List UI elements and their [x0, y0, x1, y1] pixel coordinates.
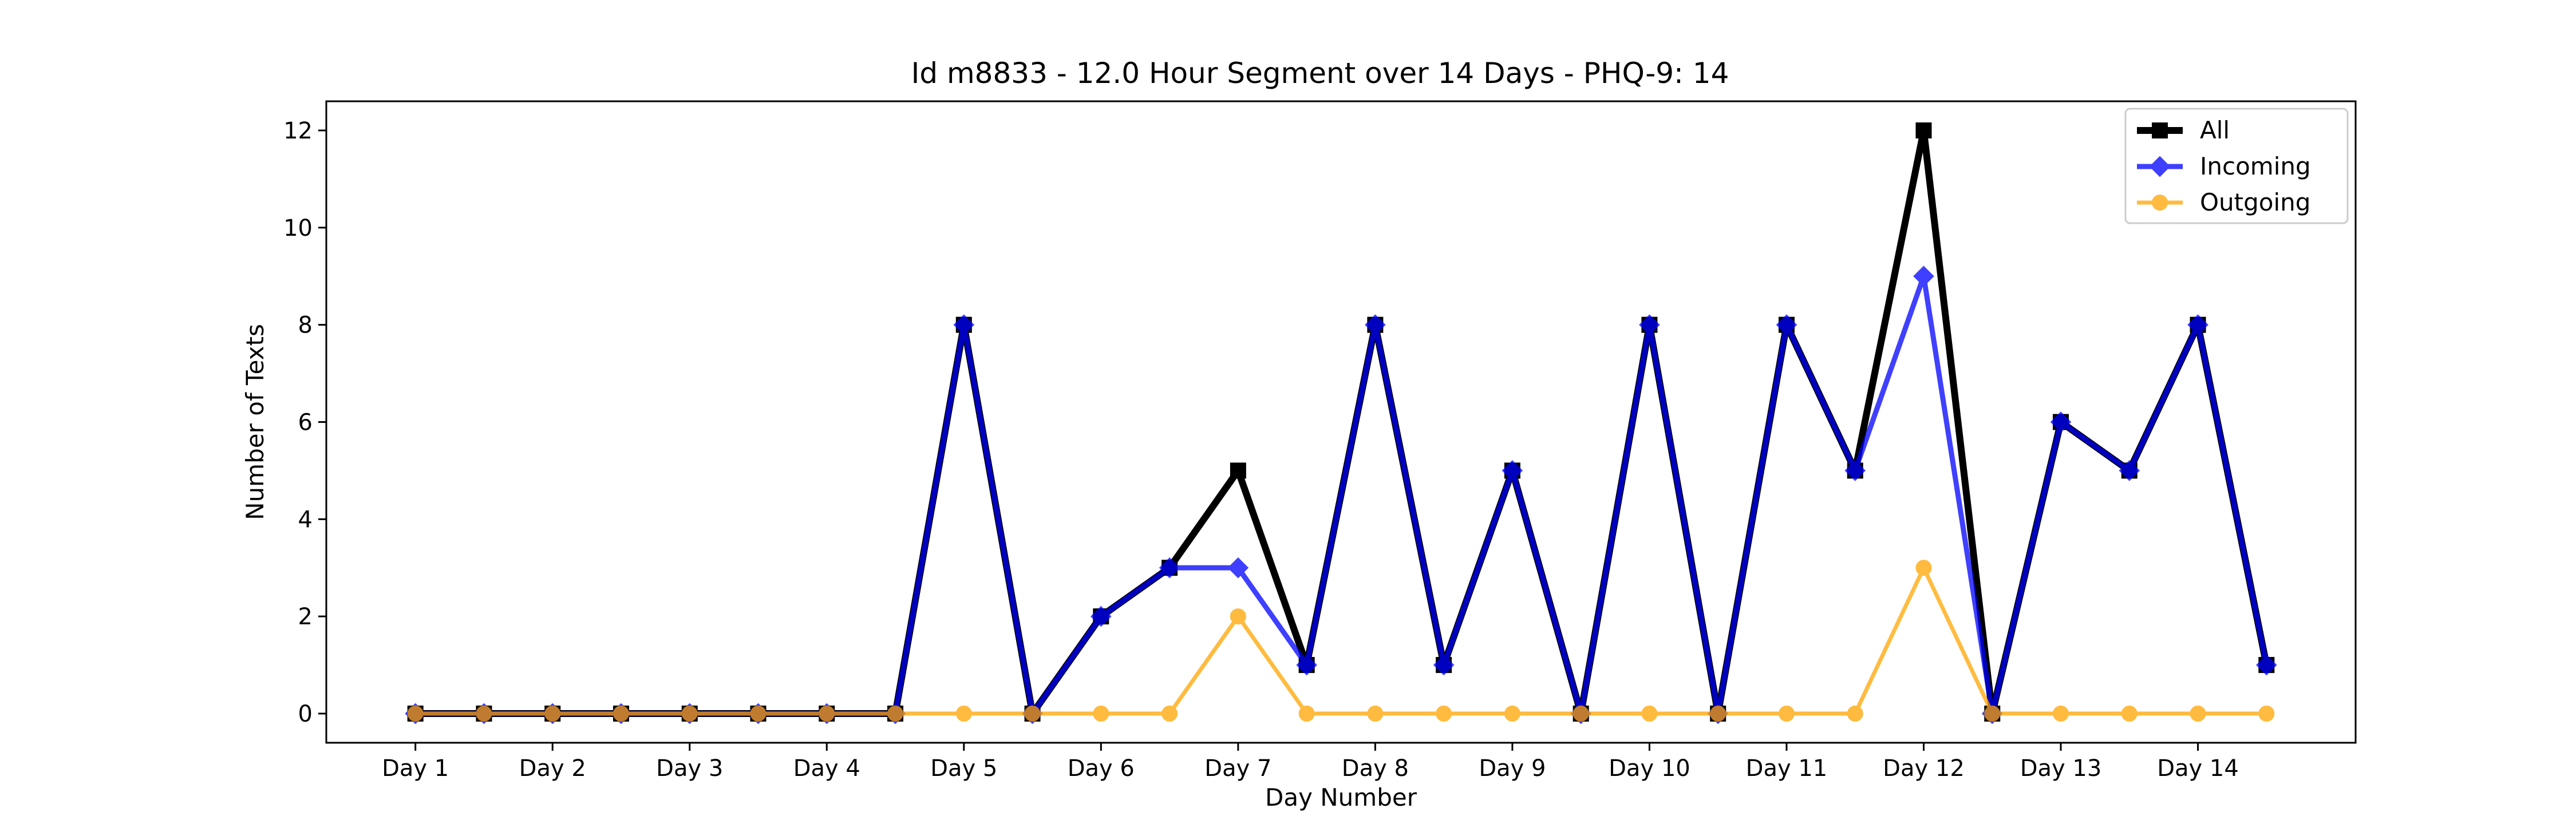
y-tick-label: 2 — [298, 604, 313, 630]
y-tick-label: 8 — [298, 312, 313, 339]
data-point-outgoing — [1778, 706, 1795, 722]
data-point-outgoing — [1847, 706, 1863, 722]
data-point-incoming — [1776, 314, 1797, 335]
x-tick-label: Day 6 — [1068, 755, 1135, 782]
x-tick-label: Day 3 — [656, 755, 723, 782]
legend-marker — [2149, 156, 2171, 177]
data-point-outgoing — [1641, 706, 1658, 722]
data-point-outgoing — [1367, 706, 1384, 722]
data-point-incoming — [1433, 654, 1455, 676]
legend-box — [2124, 108, 2349, 224]
x-tick-label: Day 12 — [1883, 755, 1965, 782]
data-point-outgoing — [1984, 706, 2001, 722]
data-point-incoming — [953, 314, 975, 335]
data-point-outgoing — [1915, 560, 1932, 576]
data-point-incoming — [1091, 605, 1112, 627]
series-outgoing — [407, 560, 2275, 722]
y-axis-ticks: 0 2 4 6 8 10 12 — [283, 118, 326, 727]
series-line-all — [415, 126, 2270, 718]
series-all — [407, 122, 2275, 722]
series-layer — [405, 122, 2277, 724]
data-point-outgoing — [887, 706, 904, 722]
plot-frame — [325, 100, 2357, 744]
data-point-outgoing — [2121, 706, 2138, 722]
legend-label: Outgoing — [2200, 188, 2310, 216]
x-tick-label: Day 5 — [930, 755, 997, 782]
series-line-incoming — [415, 274, 2269, 716]
data-point-outgoing — [2190, 706, 2206, 722]
data-point-incoming — [1844, 460, 1866, 481]
data-point-incoming — [2119, 460, 2140, 481]
data-point-outgoing — [1710, 706, 1726, 722]
x-tick-label: Day 2 — [519, 755, 586, 782]
x-tick-label: Day 1 — [382, 755, 449, 782]
chart-title: Id m8833 - 12.0 Hour Segment over 14 Day… — [911, 57, 1729, 90]
y-tick-label: 6 — [298, 410, 313, 436]
x-tick-label: Day 14 — [2157, 755, 2239, 782]
data-point-outgoing — [750, 706, 767, 722]
data-point-incoming — [1913, 266, 1934, 287]
data-point-outgoing — [1436, 706, 1452, 722]
legend: All Incoming Outgoing — [2124, 108, 2349, 224]
data-point-incoming — [1639, 314, 1660, 335]
legend-entry — [2137, 156, 2183, 177]
legend-entry — [2137, 195, 2183, 211]
x-tick-label: Day 13 — [2020, 755, 2102, 782]
data-point-incoming — [1227, 557, 1249, 579]
data-point-incoming — [1365, 314, 1386, 335]
data-point-outgoing — [1504, 706, 1520, 722]
data-point-outgoing — [2258, 706, 2275, 722]
legend-marker — [2152, 122, 2168, 138]
data-point-incoming — [2050, 411, 2072, 433]
x-tick-label: Day 8 — [1342, 755, 1409, 782]
data-point-outgoing — [1024, 706, 1041, 722]
y-axis-label: Number of Texts — [241, 324, 269, 520]
data-point-outgoing — [2053, 706, 2069, 722]
data-point-outgoing — [955, 706, 972, 722]
data-point-all — [1915, 122, 1932, 138]
x-axis-label: Day Number — [1265, 783, 1417, 811]
data-point-incoming — [2255, 654, 2277, 676]
legend-marker — [2152, 195, 2168, 211]
data-point-incoming — [1296, 654, 1317, 676]
data-point-outgoing — [1573, 706, 1589, 722]
legend-entry — [2137, 122, 2183, 138]
data-point-incoming — [1502, 460, 1523, 481]
data-point-incoming — [1159, 557, 1180, 579]
data-point-outgoing — [1230, 608, 1246, 625]
data-point-all — [1230, 462, 1246, 479]
y-tick-label: 10 — [283, 215, 313, 241]
y-tick-label: 0 — [298, 701, 313, 727]
data-point-outgoing — [544, 706, 561, 722]
x-axis-ticks: Day 1 Day 2 Day 3 Day 4 Day 5 Day 6 Day 7 Day 8… — [382, 743, 2239, 782]
legend-label: All — [2200, 116, 2230, 144]
data-point-outgoing — [476, 706, 492, 722]
x-tick-label: Day 10 — [1609, 755, 1690, 782]
data-point-outgoing — [1093, 706, 1109, 722]
data-point-outgoing — [613, 706, 629, 722]
legend-label: Incoming — [2200, 152, 2311, 180]
data-point-outgoing — [407, 706, 424, 722]
y-tick-label: 12 — [283, 118, 313, 144]
data-point-outgoing — [681, 706, 698, 722]
series-incoming — [405, 266, 2277, 724]
data-point-outgoing — [1161, 706, 1178, 722]
series-line-outgoing — [415, 565, 2267, 716]
data-point-outgoing — [819, 706, 835, 722]
data-point-outgoing — [1298, 706, 1315, 722]
data-point-incoming — [2187, 314, 2208, 335]
x-tick-label: Day 4 — [793, 755, 860, 782]
x-tick-label: Day 11 — [1746, 755, 1828, 782]
y-tick-label: 4 — [298, 506, 313, 533]
x-tick-label: Day 7 — [1204, 755, 1271, 782]
x-tick-label: Day 9 — [1479, 755, 1546, 782]
